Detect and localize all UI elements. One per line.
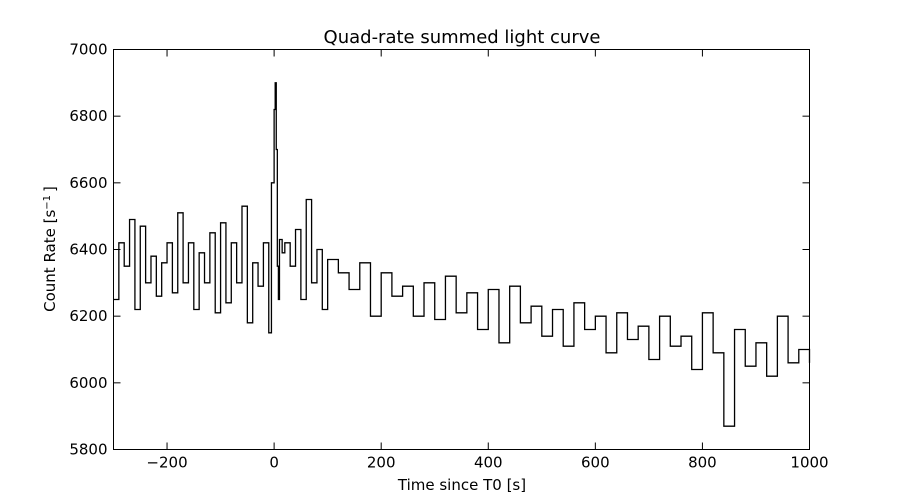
x-tick-label: 200: [367, 454, 396, 472]
series-line-0: [113, 82, 811, 427]
curve-layer: [113, 82, 811, 427]
x-tick-label: 400: [474, 454, 503, 472]
x-tick-label: 600: [581, 454, 610, 472]
y-axis-label: Count Rate [s−1]: [41, 186, 59, 312]
plot-frame: [113, 49, 810, 450]
y-axis-label-tail: ]: [41, 186, 59, 192]
x-tick-label: 800: [688, 454, 717, 472]
x-axis-ticks: −200 0 200 400 600 800 1000: [146, 49, 829, 472]
x-tick-label: 1000: [790, 454, 828, 472]
chart-title: Quad-rate summed light curve: [324, 27, 601, 48]
y-tick-label: 6200: [69, 307, 107, 325]
y-axis-ticks: 5800 6000 6200 6400 6600 6800 7000: [69, 41, 810, 459]
y-axis-label-superscript: −1: [42, 195, 53, 210]
x-tick-label: −200: [146, 454, 187, 472]
y-tick-label: 6000: [69, 374, 107, 392]
y-tick-label: 7000: [69, 41, 107, 59]
x-axis-label: Time since T0 [s]: [397, 476, 526, 494]
y-tick-label: 5800: [69, 441, 107, 459]
y-axis-label-main: Count Rate [s: [41, 210, 59, 312]
x-tick-label: 0: [269, 454, 279, 472]
plot-area: [113, 49, 811, 450]
y-tick-label: 6800: [69, 107, 107, 125]
y-tick-label: 6600: [69, 174, 107, 192]
y-tick-label: 6400: [69, 241, 107, 259]
